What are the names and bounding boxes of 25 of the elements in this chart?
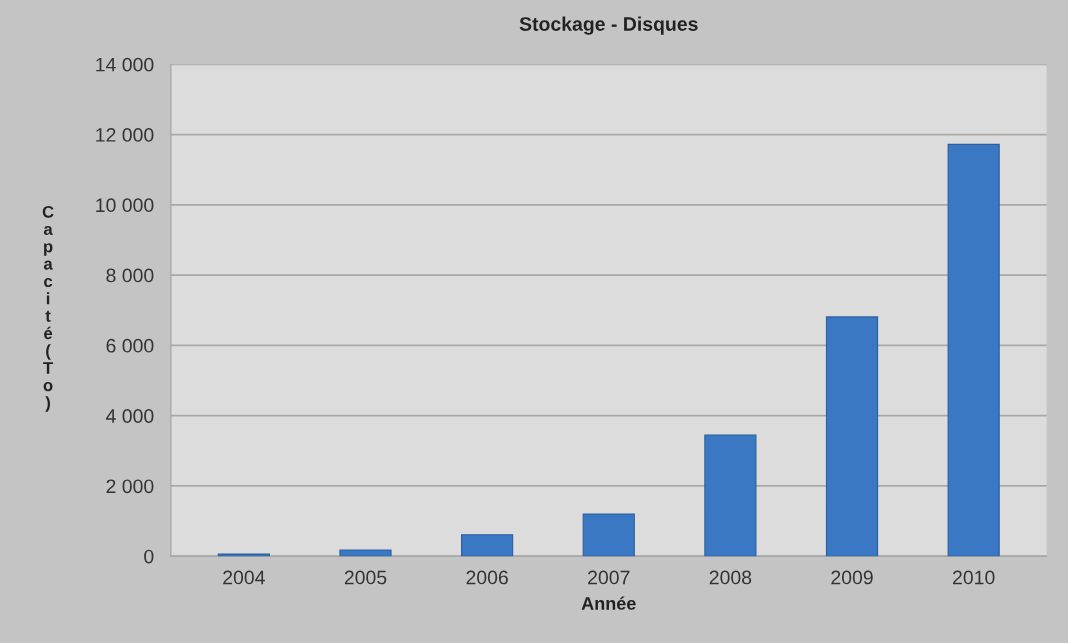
x-tick-label: 2004 bbox=[223, 570, 265, 585]
y-tick-label: 14 000 bbox=[96, 57, 154, 72]
bar bbox=[825, 316, 879, 557]
x-tick-label: 2006 bbox=[466, 570, 508, 585]
y-tick-label: 4 000 bbox=[106, 409, 154, 423]
x-tick-label: 2009 bbox=[831, 570, 873, 585]
x-axis-title: Année bbox=[581, 596, 636, 610]
x-tick-label: 2008 bbox=[709, 570, 752, 585]
chart-title: Stockage - Disques bbox=[519, 16, 698, 35]
bar bbox=[582, 513, 635, 557]
y-tick-label: 8 000 bbox=[106, 268, 154, 283]
x-tick-label: 2010 bbox=[953, 570, 995, 585]
y-tick-label: 0 bbox=[144, 549, 154, 564]
bar bbox=[217, 553, 270, 557]
bar bbox=[947, 143, 1000, 557]
bar bbox=[704, 434, 757, 557]
y-tick-label: 6 000 bbox=[106, 338, 154, 353]
x-tick-label: 2005 bbox=[344, 570, 387, 585]
x-tick-label: 2007 bbox=[588, 570, 630, 585]
text: Capacité (To) bbox=[42, 205, 54, 412]
bar bbox=[339, 549, 392, 557]
bar bbox=[461, 534, 514, 557]
y-tick-label: 10 000 bbox=[96, 198, 154, 213]
y-tick-label: 12 000 bbox=[96, 128, 154, 142]
y-tick-label: 2 000 bbox=[106, 479, 154, 494]
